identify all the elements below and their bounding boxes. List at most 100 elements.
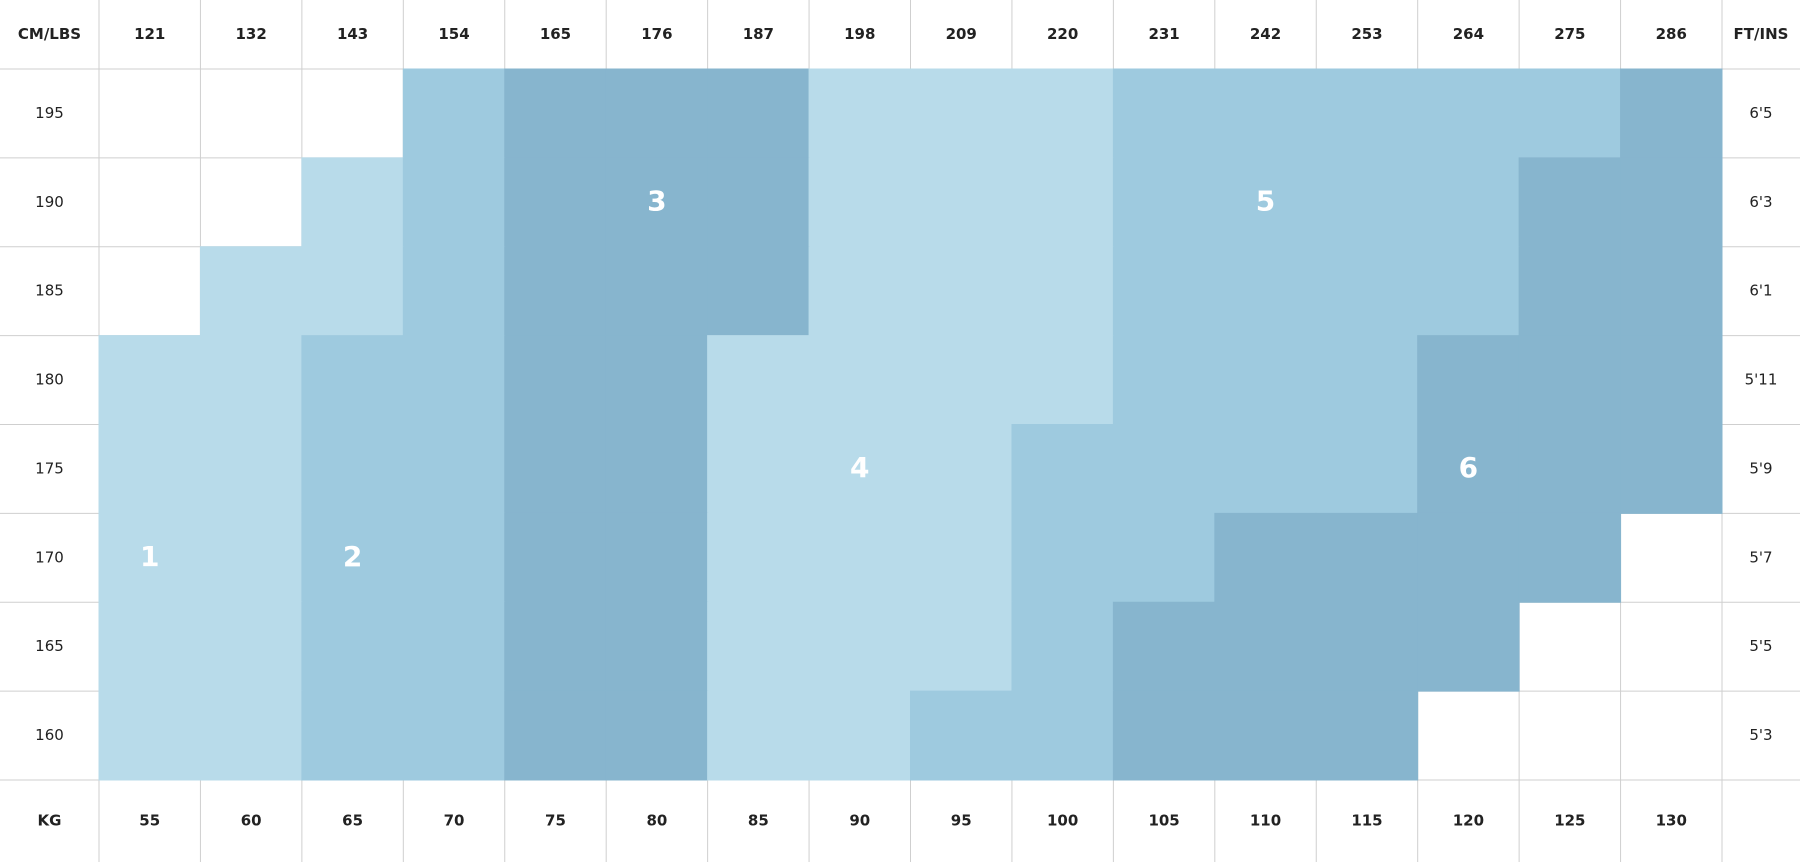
cm-label: 190 [35, 193, 64, 211]
size-cell [605, 424, 709, 514]
kg-label: 110 [1250, 812, 1281, 830]
size-cell [1518, 246, 1622, 337]
size-cell [199, 246, 303, 337]
size-cell [199, 335, 303, 425]
kg-label: 125 [1554, 812, 1585, 830]
kg-label: 90 [849, 812, 870, 830]
size-cell [199, 601, 303, 692]
size-cell [910, 335, 1013, 425]
size-cell [1518, 68, 1622, 159]
size-cell [98, 424, 201, 514]
size-cell [1112, 246, 1216, 337]
size-cell [1518, 424, 1622, 514]
size-cell [808, 601, 911, 692]
size-cell [1112, 601, 1216, 692]
size-cell [402, 424, 506, 514]
lbs-label: 231 [1148, 25, 1179, 43]
kg-label: 100 [1047, 812, 1078, 830]
ftins-label: 6'1 [1749, 282, 1772, 300]
size-cell [1620, 246, 1723, 337]
cm-label: 165 [35, 637, 64, 655]
size-cell [1315, 68, 1419, 159]
size-cell [910, 601, 1013, 692]
size-cell [1214, 690, 1317, 781]
size-cell [98, 512, 201, 603]
size-cell [605, 512, 709, 603]
size-cell [1011, 157, 1114, 248]
size-cell [1315, 690, 1419, 781]
size-cell [605, 68, 709, 159]
size-cell [1518, 335, 1622, 425]
size-cell [605, 690, 709, 781]
lbs-label: 121 [134, 25, 165, 43]
size-cell [402, 68, 506, 159]
size-cell [1011, 246, 1114, 337]
size-cell [301, 512, 404, 603]
size-cell [605, 335, 709, 425]
size-cell [98, 690, 201, 781]
kg-label: 80 [646, 812, 667, 830]
size-cell [1214, 601, 1317, 692]
size-cell [1214, 512, 1317, 603]
size-cell [301, 601, 404, 692]
size-cell [910, 512, 1013, 603]
size-cell [1315, 512, 1419, 603]
kg-label: 70 [444, 812, 465, 830]
size-cell [707, 335, 810, 425]
size-cell [910, 246, 1013, 337]
cm-label: 160 [35, 726, 64, 744]
size-cell [1112, 157, 1216, 248]
header-label: FT/INS [1734, 25, 1789, 43]
size-label: 6 [1459, 451, 1478, 484]
kg-label: 60 [241, 812, 262, 830]
size-cell [1214, 335, 1317, 425]
size-cell [707, 68, 810, 159]
size-cell [504, 157, 607, 248]
size-cell [1011, 512, 1114, 603]
size-cell [402, 690, 506, 781]
size-cell [301, 335, 404, 425]
size-cell [1112, 690, 1216, 781]
size-cell [301, 246, 404, 337]
size-cell [402, 601, 506, 692]
size-cell [707, 424, 810, 514]
lbs-label: 253 [1351, 25, 1382, 43]
size-cell [199, 690, 303, 781]
cm-label: 195 [35, 104, 64, 122]
size-cell [402, 512, 506, 603]
size-cell [504, 512, 607, 603]
size-cell [1315, 157, 1419, 248]
size-cell [605, 601, 709, 692]
size-cell [98, 335, 201, 425]
size-label: 1 [140, 540, 159, 573]
size-cell [1620, 335, 1723, 425]
ftins-label: 6'3 [1749, 193, 1772, 211]
lbs-label: 154 [438, 25, 469, 43]
ftins-label: 5'11 [1745, 371, 1778, 389]
size-cell [1417, 335, 1520, 425]
kg-label: 65 [342, 812, 363, 830]
size-cell [504, 335, 607, 425]
size-cell [707, 512, 810, 603]
size-cell [504, 68, 607, 159]
size-cell [808, 512, 911, 603]
size-cell [301, 157, 404, 248]
size-cell [1214, 68, 1317, 159]
kg-label: 55 [139, 812, 160, 830]
size-cell [504, 690, 607, 781]
size-cell [808, 424, 911, 514]
size-cell [707, 690, 810, 781]
kg-label: 115 [1351, 812, 1382, 830]
size-cell [1620, 157, 1723, 248]
kg-label: 120 [1453, 812, 1484, 830]
ftins-label: 5'3 [1749, 726, 1772, 744]
kg-label: 105 [1148, 812, 1179, 830]
footer-label: KG [38, 812, 62, 830]
size-cell [301, 690, 404, 781]
size-cell [1315, 246, 1419, 337]
size-cell [402, 335, 506, 425]
size-cell [1417, 68, 1520, 159]
size-cell [1620, 68, 1723, 159]
cm-label: 185 [35, 282, 64, 300]
size-label: 4 [850, 451, 869, 484]
